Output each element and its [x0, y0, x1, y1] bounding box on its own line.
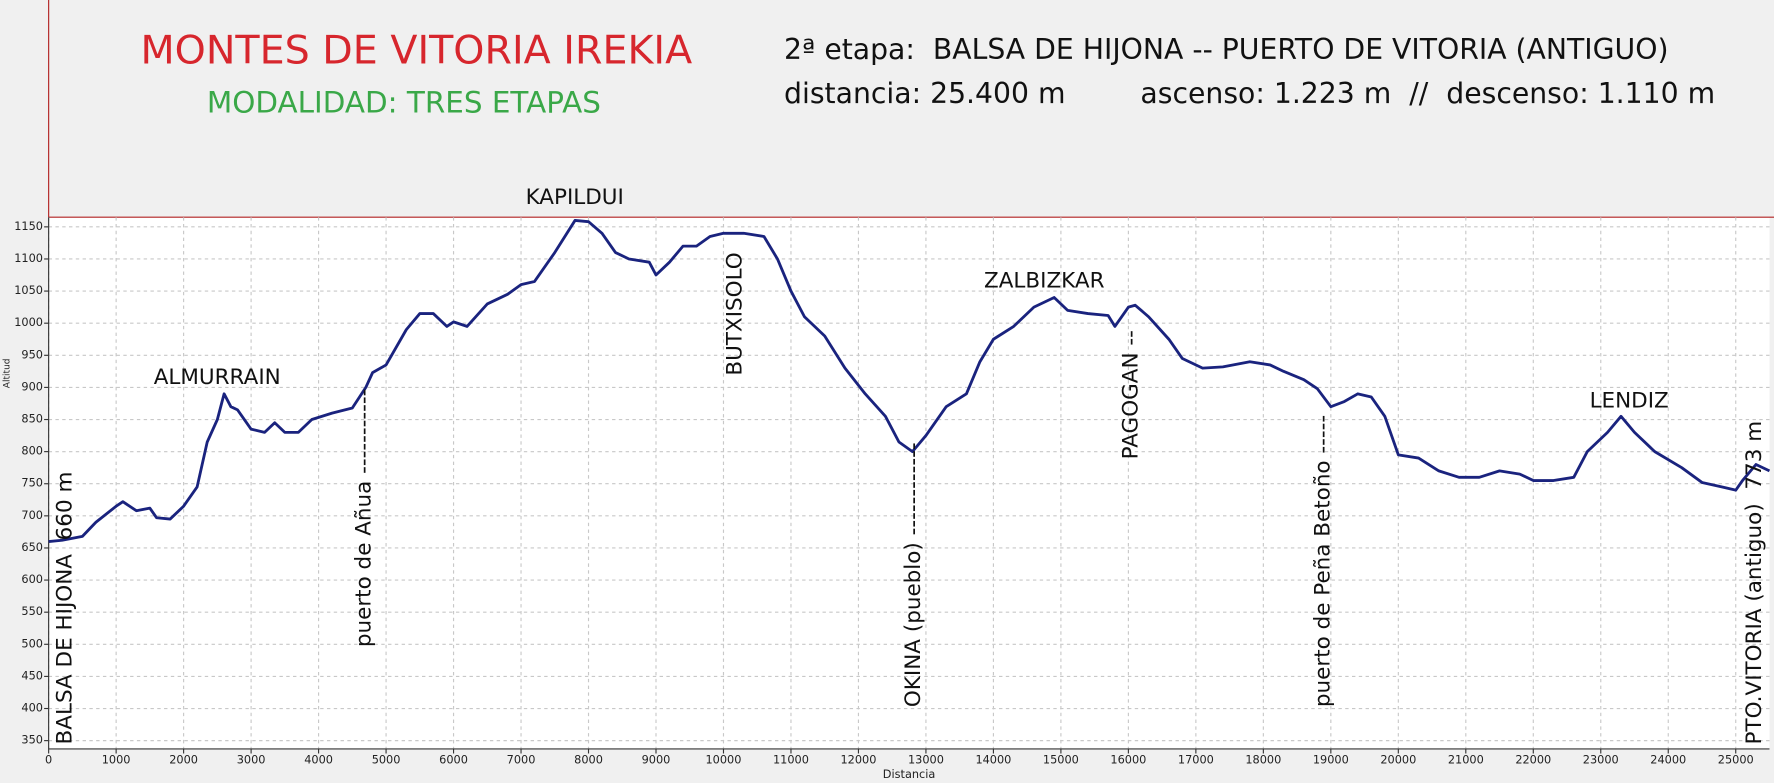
x-tick-label: 3000 [237, 753, 266, 766]
y-tick-label: 700 [21, 509, 43, 522]
x-tick-label: 14000 [975, 753, 1011, 766]
y-tick-label: 900 [21, 380, 43, 393]
annotation: PTO.VITORIA (antiguo) 773 m [1742, 421, 1767, 745]
y-tick-label: 750 [21, 477, 43, 490]
x-tick-label: 9000 [642, 753, 671, 766]
x-tick-label: 17000 [1178, 753, 1214, 766]
y-tick-label: 550 [21, 605, 43, 618]
annotation: LENDIZ [1590, 389, 1669, 414]
x-tick-label: 2000 [169, 753, 198, 766]
x-tick-label: 21000 [1448, 753, 1484, 766]
chart-subtitle: MODALIDAD: TRES ETAPAS [207, 86, 601, 120]
y-tick-label: 850 [21, 413, 43, 426]
x-tick-label: 0 [45, 753, 52, 766]
annotation: BALSA DE HIJONA 660 m [53, 472, 78, 745]
x-tick-label: 8000 [574, 753, 603, 766]
x-tick-label: 25000 [1718, 753, 1754, 766]
y-tick-label: 600 [21, 573, 43, 586]
stage-elevation: ascenso: 1.223 m // descenso: 1.110 m [1140, 77, 1715, 110]
y-tick-label: 800 [21, 445, 43, 458]
x-tick-label: 16000 [1110, 753, 1146, 766]
plot-area [48, 217, 1770, 749]
y-tick-label: 500 [21, 637, 43, 650]
annotation: PAGOGAN -- [1118, 330, 1143, 459]
x-tick-label: 4000 [304, 753, 333, 766]
x-tick-label: 13000 [908, 753, 944, 766]
y-tick-label: 400 [21, 702, 43, 715]
annotation: KAPILDUI [526, 185, 624, 210]
elevation-line [48, 219, 1771, 543]
y-tick-label: 950 [21, 348, 43, 361]
x-tick-label: 23000 [1583, 753, 1619, 766]
y-tick-label: 450 [21, 669, 43, 682]
annotation: OKINA (pueblo) ------------ [901, 442, 926, 707]
x-tick-label: 10000 [706, 753, 742, 766]
annotation: puerto de Peña Betoño ----- [1311, 415, 1336, 707]
x-tick-label: 5000 [372, 753, 401, 766]
y-axis-label: Altitud [2, 358, 12, 388]
y-tick-label: 1000 [14, 316, 43, 329]
annotation: BUTXISOLO [722, 252, 747, 375]
x-tick-label: 20000 [1380, 753, 1416, 766]
x-axis-label: Distancia [883, 768, 936, 781]
stage-name: 2ª etapa: BALSA DE HIJONA -- PUERTO DE V… [784, 33, 1668, 66]
annotation: ZALBIZKAR [984, 269, 1105, 294]
x-tick-label: 7000 [507, 753, 536, 766]
y-tick-label: 1100 [14, 252, 43, 265]
x-tick-label: 12000 [840, 753, 876, 766]
y-tick-label: 1050 [14, 284, 43, 297]
x-tick-label: 24000 [1650, 753, 1686, 766]
y-tick-label: 350 [21, 734, 43, 747]
x-tick-label: 22000 [1515, 753, 1551, 766]
y-tick-label: 650 [21, 541, 43, 554]
annotation: ALMURRAIN [154, 365, 281, 390]
y-tick-label: 1150 [14, 220, 43, 233]
x-tick-label: 18000 [1245, 753, 1281, 766]
x-tick-label: 11000 [773, 753, 809, 766]
x-tick-label: 15000 [1043, 753, 1079, 766]
annotation: puerto de Añua ----------- [351, 389, 376, 648]
x-tick-label: 6000 [439, 753, 468, 766]
x-tick-label: 1000 [102, 753, 131, 766]
x-tick-label: 19000 [1313, 753, 1349, 766]
chart-title: MONTES DE VITORIA IREKIA [141, 28, 693, 74]
stage-distance: distancia: 25.400 m [784, 77, 1065, 110]
